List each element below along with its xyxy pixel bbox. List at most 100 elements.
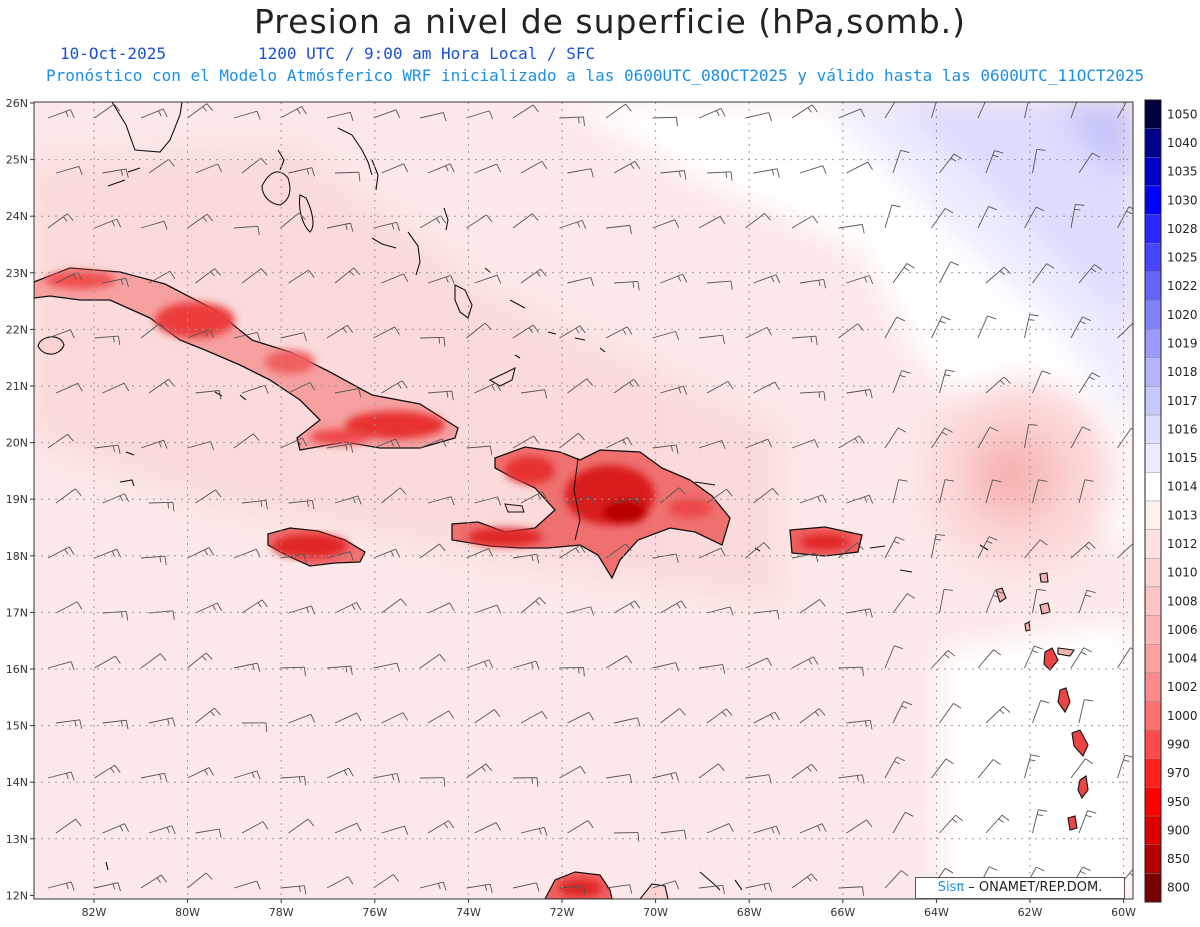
lat-label-26n: 26N [6,97,28,110]
isla-juventud [37,336,65,355]
valid-date: 10-Oct-2025 [60,44,166,63]
lat-label-22n: 22N [6,323,28,336]
valid-time: 1200 UTC / 9:00 am Hora Local / SFC [258,44,596,63]
lon-label-62w: 62W [1018,906,1043,919]
lon-label-68w: 68W [737,906,762,919]
colorbar-swatch-1025 [1144,243,1162,273]
colorbar-swatch-1030 [1144,185,1162,215]
colorbar-swatch-1014 [1144,472,1162,502]
map-frame [33,101,1134,900]
colorbar-label-1020: 1020 [1167,308,1198,322]
colorbar-label-1016: 1016 [1167,422,1198,436]
colorbar-swatch-1020 [1144,300,1162,330]
colorbar-label-800: 800 [1167,881,1190,895]
colorbar-label-1025: 1025 [1167,251,1198,265]
lon-label-70w: 70W [643,906,668,919]
colorbar-swatch-1015 [1144,443,1162,473]
lon-label-76w: 76W [362,906,387,919]
colorbar-swatch-1035 [1144,157,1162,187]
colorbar-swatch-1028 [1144,214,1162,244]
colorbar-swatch-1000 [1144,701,1162,731]
lon-label-72w: 72W [550,906,575,919]
colorbar-swatch-1006 [1144,615,1162,645]
lon-label-80w: 80W [175,906,200,919]
colorbar-swatch-900 [1144,815,1162,845]
colorbar-swatch-990 [1144,729,1162,759]
lon-label-78w: 78W [269,906,294,919]
lon-label-64w: 64W [924,906,949,919]
lat-label-13n: 13N [6,833,28,846]
colorbar-swatch-950 [1144,787,1162,817]
lon-label-82w: 82W [82,906,107,919]
lat-label-12n: 12N [6,889,28,902]
latitude-labels: 26N 25N 24N 23N 22N 21N 20N 19N 18N 17N 16N 15N 14N 1… [6,97,34,902]
ile-gonave [504,503,525,513]
colorbar-swatch-1013 [1144,500,1162,530]
colorbar-swatch-800 [1144,873,1162,903]
colorbar-label-1028: 1028 [1167,222,1198,236]
colorbar-label-1012: 1012 [1167,537,1198,551]
colorbar-swatch-1004 [1144,644,1162,674]
colorbar-label-1015: 1015 [1167,451,1198,465]
credit-text: – ONAMET/REP.DOM. [964,880,1103,895]
colorbar-label-990: 990 [1167,737,1190,751]
colorbar-swatch-1010 [1144,558,1162,588]
colorbar-swatch-1050 [1144,99,1162,129]
colorbar-label-1030: 1030 [1167,193,1198,207]
colorbar-label-950: 950 [1167,795,1190,809]
lon-label-60w: 60W [1111,906,1136,919]
longitude-labels: 82W 80W 78W 76W 74W 72W 70W 68W 66W 64W 62W 60W [82,899,1136,919]
colorbar-label-1004: 1004 [1167,652,1198,666]
colorbar-swatch-1002 [1144,672,1162,702]
colorbar-swatch-1022 [1144,271,1162,301]
hispaniola-landmass [451,446,731,580]
lat-label-14n: 14N [6,776,28,789]
lat-label-17n: 17N [6,606,28,619]
colorbar-label-1010: 1010 [1167,566,1198,580]
colorbar-label-1040: 1040 [1167,136,1198,150]
pressure-colorbar: 1050 1040 1035 1030 1028 1025 1022 1020 1019 1018… [1144,99,1198,903]
colorbar-swatch-1040 [1144,128,1162,158]
colorbar-label-1018: 1018 [1167,365,1198,379]
colorbar-swatch-1017 [1144,386,1162,416]
lat-label-20n: 20N [6,437,28,450]
lat-label-16n: 16N [6,663,28,676]
colorbar-swatch-1012 [1144,529,1162,559]
lat-label-19n: 19N [6,493,28,506]
haiti-dr-border [573,457,581,541]
colorbar-swatch-970 [1144,758,1162,788]
lat-label-23n: 23N [6,267,28,280]
lat-label-18n: 18N [6,550,28,563]
lat-label-25n: 25N [6,154,28,167]
lat-label-21n: 21N [6,380,28,393]
colorbar-label-1000: 1000 [1167,709,1198,723]
colorbar-label-1013: 1013 [1167,508,1198,522]
colorbar-label-1050: 1050 [1167,107,1198,121]
lon-label-74w: 74W [456,906,481,919]
lon-label-66w: 66W [830,906,855,919]
puerto-rico-landmass [789,526,863,557]
colorbar-label-1014: 1014 [1167,480,1198,494]
colorbar-label-1006: 1006 [1167,623,1198,637]
lat-label-24n: 24N [6,210,28,223]
credit-badge: Sisπ – ONAMET/REP.DOM. [915,877,1125,899]
colorbar-label-1002: 1002 [1167,680,1198,694]
colorbar-label-1019: 1019 [1167,336,1198,350]
colorbar-swatch-1016 [1144,414,1162,444]
colorbar-label-1008: 1008 [1167,594,1198,608]
lesser-antilles [995,572,1089,831]
colorbar-label-1022: 1022 [1167,279,1198,293]
colorbar-label-850: 850 [1167,852,1190,866]
colorbar-label-900: 900 [1167,823,1190,837]
colorbar-label-1035: 1035 [1167,165,1198,179]
colorbar-label-1017: 1017 [1167,394,1198,408]
map-title: Presion a nivel de superficie (hPa,somb.… [253,2,967,41]
sispi-logo-text: Sisπ [937,880,965,895]
colorbar-swatch-850 [1144,844,1162,874]
south-america-coast [544,871,669,899]
forecast-note: Pronóstico con el Modelo Atmósferico WRF… [46,66,1145,85]
map-area [34,102,1133,899]
colorbar-swatch-1019 [1144,328,1162,358]
wind-barbs [47,102,1133,896]
